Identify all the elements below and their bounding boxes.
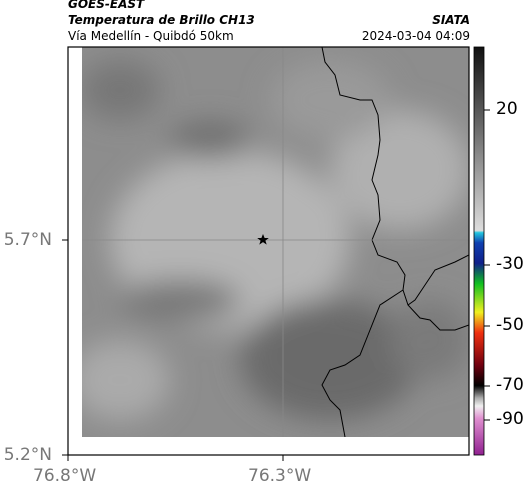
colorbar-label: -50 (496, 315, 524, 335)
lat-label: 5.2°N (3, 445, 52, 465)
site-marker (257, 234, 269, 245)
timestamp: 2024-03-04 04:09 (361, 29, 470, 43)
colorbar-label: -70 (496, 375, 524, 395)
lon-label: 76.3°W (248, 466, 312, 486)
colorbar-label: 20 (496, 99, 518, 119)
colorbar (473, 46, 485, 456)
brand: SIATA (432, 13, 470, 27)
colorbar-label: -30 (496, 254, 524, 274)
location: Vía Medellín - Quibdó 50km (68, 29, 234, 43)
product: Temperatura de Brillo CH13 (68, 13, 255, 27)
lat-label: 5.7°N (3, 230, 52, 250)
colorbar-label: -90 (496, 409, 524, 429)
imagery (82, 47, 469, 437)
lon-label: 76.8°W (33, 466, 97, 486)
satellite: GOES-EAST (68, 0, 145, 11)
